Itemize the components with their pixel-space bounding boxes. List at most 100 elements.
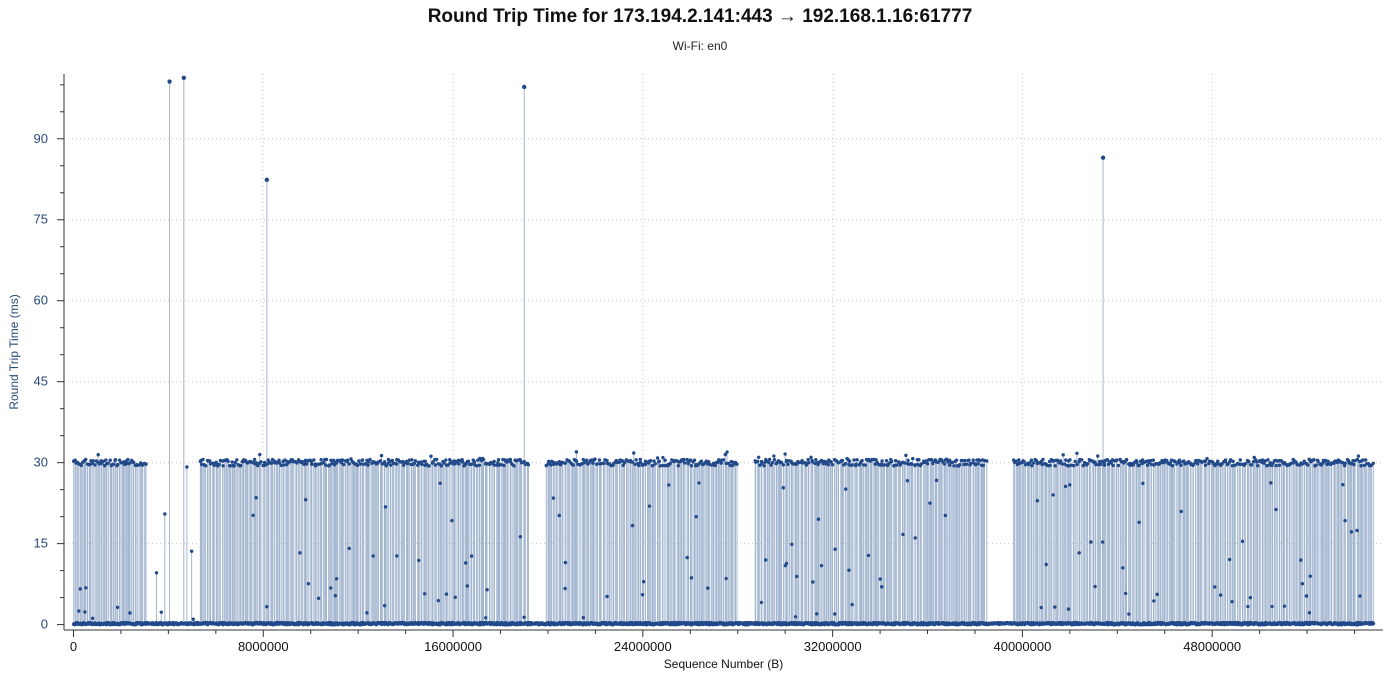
- data-point: [634, 458, 638, 462]
- data-point: [254, 496, 258, 500]
- data-point: [1093, 584, 1097, 589]
- data-point: [958, 462, 962, 467]
- data-point: [453, 595, 457, 599]
- data-point: [298, 551, 302, 555]
- data-point: [942, 462, 947, 466]
- data-point: [1371, 621, 1376, 626]
- data-point: [852, 458, 856, 462]
- data-point: [269, 461, 274, 465]
- data-point: [840, 458, 845, 463]
- data-point: [724, 461, 728, 466]
- data-point: [1307, 611, 1312, 615]
- data-point: [1250, 463, 1254, 467]
- data-point: [457, 462, 461, 466]
- data-point: [833, 612, 837, 616]
- data-point: [208, 459, 212, 463]
- data-point: [1097, 459, 1102, 464]
- data-point: [522, 84, 527, 90]
- data-point: [1135, 461, 1139, 465]
- data-point: [597, 458, 602, 462]
- data-point: [1022, 460, 1026, 464]
- data-point: [1127, 612, 1131, 616]
- data-point: [593, 457, 597, 461]
- chart-title: Round Trip Time for 173.194.2.141:443 → …: [427, 6, 973, 27]
- data-point: [602, 461, 606, 466]
- data-point: [1094, 462, 1098, 467]
- data-point: [1066, 607, 1071, 611]
- data-point: [833, 547, 837, 551]
- data-point: [1041, 457, 1045, 462]
- data-point: [1255, 464, 1260, 468]
- data-point: [159, 610, 163, 614]
- data-point: [461, 460, 465, 464]
- data-point: [252, 457, 257, 462]
- x-tick-label: 0: [70, 639, 77, 654]
- data-point: [1361, 458, 1365, 462]
- data-point: [239, 463, 243, 468]
- data-point: [111, 462, 116, 466]
- data-point: [83, 610, 87, 614]
- data-point: [185, 465, 189, 469]
- data-point: [319, 457, 323, 462]
- data-point: [854, 462, 858, 466]
- data-point: [431, 460, 435, 464]
- data-point: [420, 462, 424, 467]
- data-point: [203, 464, 208, 468]
- data-point: [1048, 463, 1052, 468]
- data-point: [762, 464, 766, 468]
- data-point: [917, 457, 921, 462]
- data-point: [819, 563, 824, 568]
- data-point: [902, 461, 907, 465]
- data-point: [660, 463, 665, 468]
- data-point: [769, 463, 773, 467]
- data-point: [1077, 551, 1081, 555]
- data-point: [402, 463, 406, 467]
- data-point: [945, 457, 949, 461]
- data-point: [254, 461, 258, 465]
- data-point: [655, 456, 660, 460]
- x-tick-label: 8000000: [238, 639, 289, 654]
- data-point: [819, 458, 824, 463]
- data-point: [1316, 459, 1320, 464]
- data-point: [1195, 462, 1200, 466]
- data-point: [1352, 462, 1356, 467]
- data-point: [585, 458, 589, 462]
- data-point: [874, 458, 878, 462]
- data-point: [809, 455, 813, 460]
- data-point: [1141, 481, 1145, 486]
- data-point: [719, 461, 723, 465]
- data-point: [898, 463, 903, 467]
- data-point: [850, 463, 854, 467]
- data-point: [688, 458, 693, 462]
- data-point: [1270, 604, 1274, 609]
- data-point: [976, 462, 980, 466]
- data-point: [1137, 463, 1141, 467]
- data-point: [1014, 459, 1018, 464]
- data-point: [880, 459, 884, 463]
- data-point: [394, 462, 399, 466]
- data-point: [1124, 457, 1129, 462]
- data-point: [652, 459, 656, 463]
- data-point: [305, 462, 309, 466]
- data-point: [88, 462, 92, 467]
- data-point: [1243, 461, 1248, 466]
- data-point: [97, 462, 101, 466]
- y-tick-label: 0: [41, 617, 48, 632]
- data-point: [300, 459, 304, 464]
- data-point: [1055, 458, 1060, 462]
- data-point: [115, 605, 120, 610]
- data-point: [167, 79, 172, 84]
- data-point: [557, 513, 562, 518]
- data-point: [154, 571, 159, 575]
- data-point: [1106, 462, 1111, 466]
- data-point: [591, 461, 595, 465]
- data-point: [847, 568, 851, 572]
- data-point: [1028, 461, 1032, 465]
- data-point: [444, 458, 448, 462]
- data-point: [78, 587, 82, 591]
- data-point: [563, 586, 567, 591]
- data-point: [863, 463, 867, 467]
- data-point: [844, 487, 848, 491]
- data-point: [967, 458, 971, 462]
